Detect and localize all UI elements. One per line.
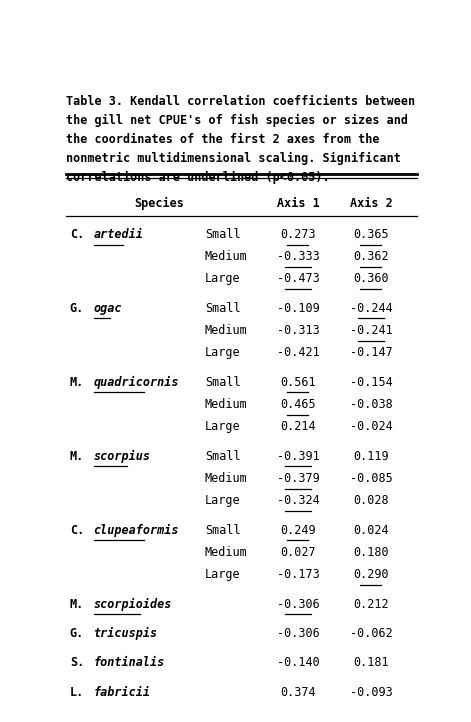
Text: Axis 2: Axis 2 [349, 197, 392, 210]
Text: -0.140: -0.140 [276, 656, 319, 669]
Text: 0.181: 0.181 [353, 656, 389, 669]
Text: Medium: Medium [205, 472, 248, 485]
Text: Small: Small [205, 228, 241, 241]
Text: Medium: Medium [205, 250, 248, 263]
Text: fontinalis: fontinalis [94, 656, 165, 669]
Text: -0.241: -0.241 [349, 324, 392, 337]
Text: M.: M. [70, 375, 84, 388]
Text: Table 3. Kendall correlation coefficients between: Table 3. Kendall correlation coefficient… [66, 95, 415, 108]
Text: M.: M. [70, 598, 84, 611]
Text: quadricornis: quadricornis [94, 375, 179, 389]
Text: 0.212: 0.212 [353, 598, 389, 611]
Text: -0.093: -0.093 [349, 686, 392, 699]
Text: -0.085: -0.085 [349, 472, 392, 485]
Text: -0.379: -0.379 [276, 472, 319, 485]
Text: nonmetric multidimensional scaling. Significant: nonmetric multidimensional scaling. Sign… [66, 152, 401, 165]
Text: scorpioides: scorpioides [94, 598, 172, 611]
Text: 0.214: 0.214 [280, 420, 316, 433]
Text: -0.038: -0.038 [349, 398, 392, 411]
Text: scorpius: scorpius [94, 450, 151, 463]
Text: fabricii: fabricii [94, 686, 151, 699]
Text: Large: Large [205, 420, 241, 433]
Text: -0.391: -0.391 [276, 450, 319, 463]
Text: Species: Species [134, 197, 184, 210]
Text: -0.306: -0.306 [276, 598, 319, 611]
Text: Small: Small [205, 302, 241, 315]
Text: M.: M. [70, 450, 84, 463]
Text: -0.333: -0.333 [276, 250, 319, 263]
Text: Small: Small [205, 375, 241, 388]
Text: 0.028: 0.028 [353, 494, 389, 507]
Text: S.: S. [70, 656, 84, 669]
Text: -0.109: -0.109 [276, 302, 319, 315]
Text: 0.273: 0.273 [280, 228, 316, 241]
Text: Axis 1: Axis 1 [276, 197, 319, 210]
Text: -0.062: -0.062 [349, 627, 392, 640]
Text: -0.173: -0.173 [276, 568, 319, 581]
Text: clupeaformis: clupeaformis [94, 523, 179, 536]
Text: 0.365: 0.365 [353, 228, 389, 241]
Text: 0.119: 0.119 [353, 450, 389, 463]
Text: Small: Small [205, 450, 241, 463]
Text: Large: Large [205, 568, 241, 581]
Text: -0.421: -0.421 [276, 347, 319, 360]
Text: 0.290: 0.290 [353, 568, 389, 581]
Text: -0.324: -0.324 [276, 494, 319, 507]
Text: Medium: Medium [205, 398, 248, 411]
Text: Large: Large [205, 272, 241, 285]
Text: correlations are underlined (p<0.05).: correlations are underlined (p<0.05). [66, 170, 330, 183]
Text: Medium: Medium [205, 324, 248, 337]
Text: -0.244: -0.244 [349, 302, 392, 315]
Text: 0.024: 0.024 [353, 523, 389, 536]
Text: Large: Large [205, 347, 241, 360]
Text: 0.360: 0.360 [353, 272, 389, 285]
Text: -0.024: -0.024 [349, 420, 392, 433]
Text: 0.027: 0.027 [280, 546, 316, 559]
Text: Large: Large [205, 494, 241, 507]
Text: C.: C. [70, 228, 84, 241]
Text: -0.473: -0.473 [276, 272, 319, 285]
Text: L.: L. [70, 686, 84, 699]
Text: tricuspis: tricuspis [94, 627, 158, 640]
Text: artedii: artedii [94, 228, 144, 241]
Text: C.: C. [70, 523, 84, 536]
Text: -0.313: -0.313 [276, 324, 319, 337]
Text: 0.249: 0.249 [280, 523, 316, 536]
Text: 0.465: 0.465 [280, 398, 316, 411]
Text: -0.154: -0.154 [349, 375, 392, 388]
Text: 0.374: 0.374 [280, 686, 316, 699]
Text: G.: G. [70, 302, 84, 315]
Text: -0.147: -0.147 [349, 347, 392, 360]
Text: 0.362: 0.362 [353, 250, 389, 263]
Text: -0.306: -0.306 [276, 627, 319, 640]
Text: the coordinates of the first 2 axes from the: the coordinates of the first 2 axes from… [66, 133, 380, 146]
Text: G.: G. [70, 627, 84, 640]
Text: the gill net CPUE's of fish species or sizes and: the gill net CPUE's of fish species or s… [66, 114, 408, 127]
Text: ogac: ogac [94, 302, 122, 315]
Text: Small: Small [205, 523, 241, 536]
Text: 0.180: 0.180 [353, 546, 389, 559]
Text: Medium: Medium [205, 546, 248, 559]
Text: 0.561: 0.561 [280, 375, 316, 388]
